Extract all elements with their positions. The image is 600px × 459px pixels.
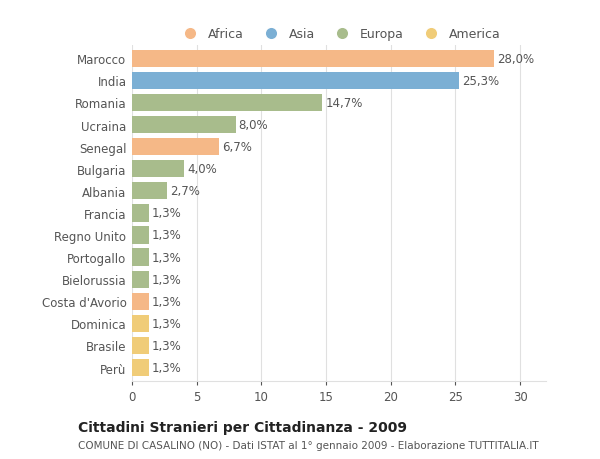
Text: 28,0%: 28,0%	[497, 53, 535, 66]
Bar	[132, 50, 494, 68]
Bar	[132, 271, 149, 288]
Bar	[132, 293, 149, 310]
Legend: Africa, Asia, Europa, America: Africa, Asia, Europa, America	[175, 25, 503, 43]
Text: 1,3%: 1,3%	[152, 229, 182, 242]
Bar	[132, 359, 149, 376]
Bar	[132, 161, 184, 178]
Bar	[132, 249, 149, 266]
Text: 1,3%: 1,3%	[152, 339, 182, 352]
Bar	[132, 183, 167, 200]
Bar	[132, 227, 149, 244]
Text: 1,3%: 1,3%	[152, 361, 182, 374]
Text: 4,0%: 4,0%	[187, 163, 217, 176]
Text: COMUNE DI CASALINO (NO) - Dati ISTAT al 1° gennaio 2009 - Elaborazione TUTTITALI: COMUNE DI CASALINO (NO) - Dati ISTAT al …	[78, 440, 539, 450]
Bar	[132, 73, 460, 90]
Text: 6,7%: 6,7%	[222, 141, 252, 154]
Text: Cittadini Stranieri per Cittadinanza - 2009: Cittadini Stranieri per Cittadinanza - 2…	[78, 420, 407, 434]
Bar	[132, 139, 218, 156]
Bar	[132, 117, 235, 134]
Bar	[132, 337, 149, 354]
Text: 1,3%: 1,3%	[152, 295, 182, 308]
Text: 1,3%: 1,3%	[152, 273, 182, 286]
Text: 25,3%: 25,3%	[463, 75, 500, 88]
Text: 2,7%: 2,7%	[170, 185, 200, 198]
Text: 14,7%: 14,7%	[325, 97, 363, 110]
Text: 1,3%: 1,3%	[152, 251, 182, 264]
Bar	[132, 95, 322, 112]
Text: 1,3%: 1,3%	[152, 317, 182, 330]
Text: 8,0%: 8,0%	[239, 119, 268, 132]
Bar	[132, 205, 149, 222]
Text: 1,3%: 1,3%	[152, 207, 182, 220]
Bar	[132, 315, 149, 332]
